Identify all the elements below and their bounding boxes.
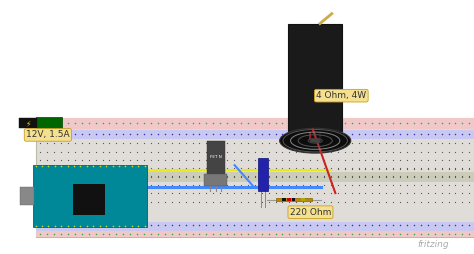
Bar xyxy=(36,172,474,182)
Text: 12V, 1.5A: 12V, 1.5A xyxy=(26,130,70,139)
Bar xyxy=(19,118,37,128)
Bar xyxy=(292,198,295,201)
Text: fritzing: fritzing xyxy=(417,240,449,249)
Bar xyxy=(36,222,474,231)
Bar xyxy=(276,198,311,201)
Bar xyxy=(288,24,342,131)
Bar xyxy=(301,198,305,201)
Bar xyxy=(33,165,147,227)
Bar xyxy=(36,117,62,130)
Bar xyxy=(207,141,225,174)
Bar xyxy=(287,198,291,201)
Circle shape xyxy=(280,128,351,153)
Bar xyxy=(258,158,268,191)
Bar xyxy=(204,174,227,186)
Bar xyxy=(36,130,474,139)
Bar xyxy=(36,231,474,237)
Text: FET N: FET N xyxy=(210,155,221,160)
Text: 220 Ohm: 220 Ohm xyxy=(290,208,331,217)
Bar xyxy=(73,184,105,215)
Text: ⚡: ⚡ xyxy=(25,119,31,128)
Bar xyxy=(36,118,474,237)
Text: 4 Ohm, 4W: 4 Ohm, 4W xyxy=(316,91,366,100)
Bar xyxy=(20,187,34,205)
Bar xyxy=(282,198,286,201)
Circle shape xyxy=(310,139,321,143)
Bar xyxy=(36,118,474,130)
